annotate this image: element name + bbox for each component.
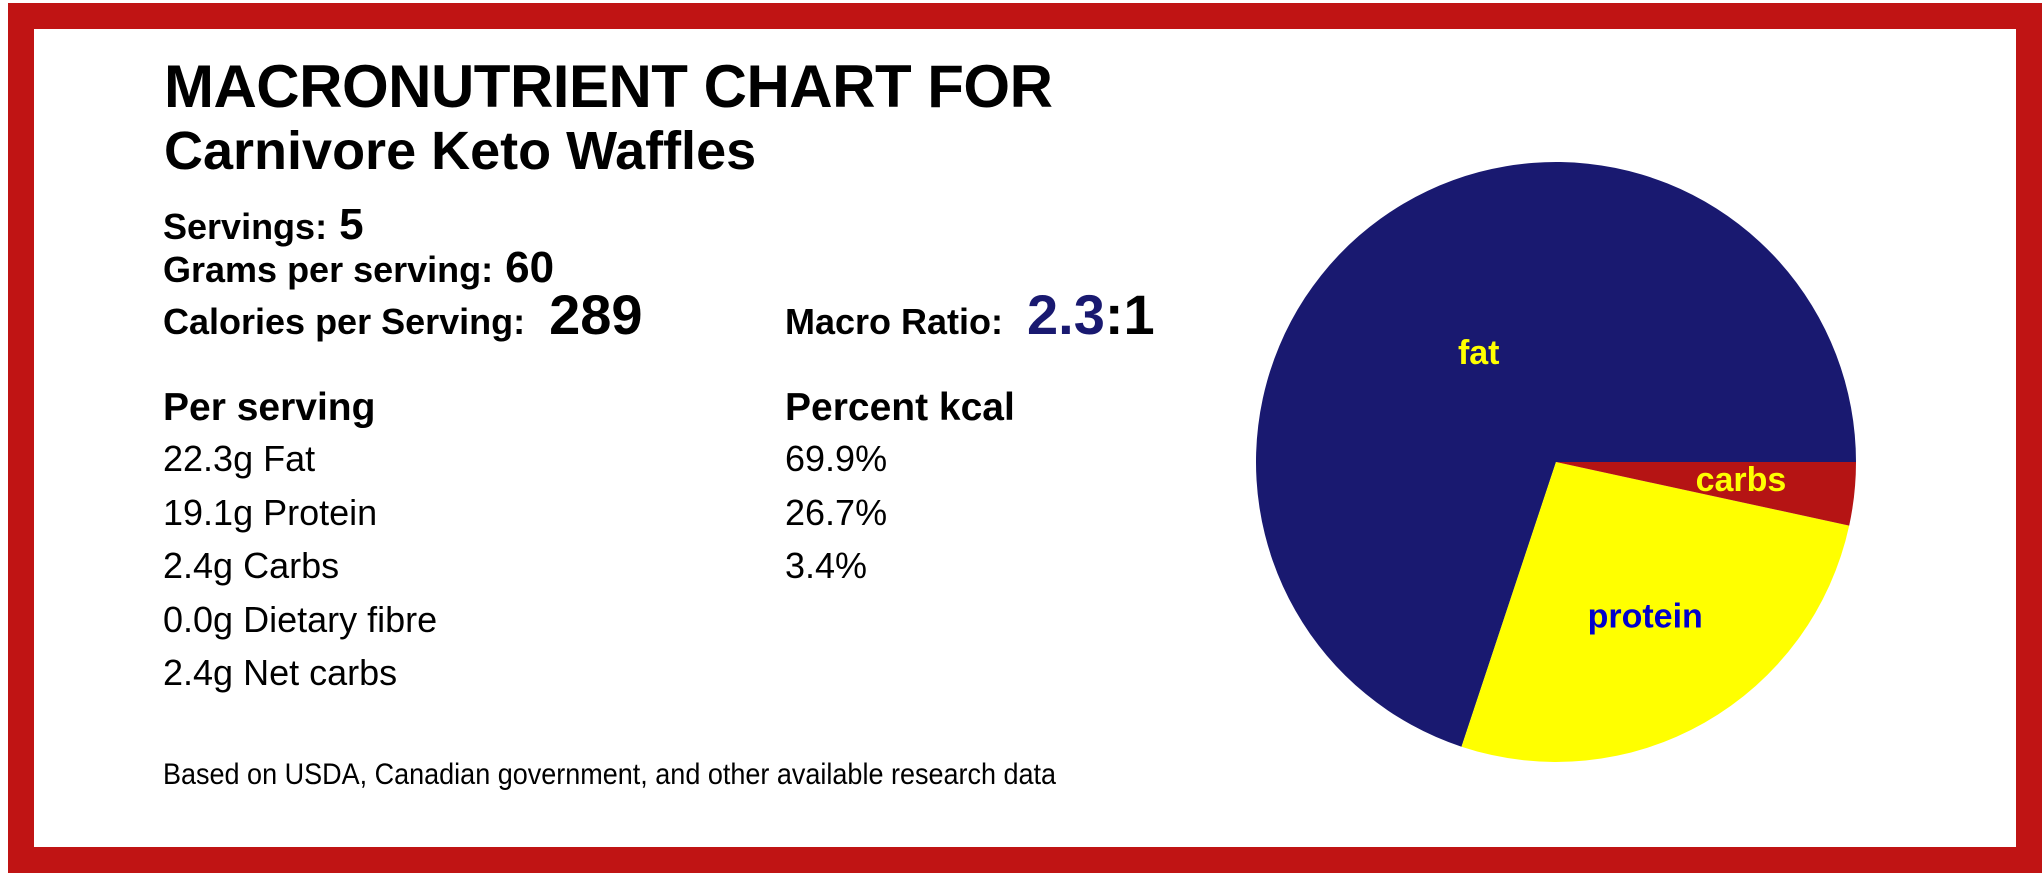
amount-fat: 22.3g Fat	[163, 438, 316, 479]
percent-carbs: 3.4%	[785, 545, 868, 586]
pie-label-carbs: carbs	[1696, 461, 1787, 499]
macro-ratio-suffix: :1	[1104, 283, 1155, 346]
servings-line: Servings: 5	[163, 203, 364, 247]
pie-chart: fat protein carbs	[1256, 162, 1856, 762]
pie-label-fat: fat	[1458, 334, 1500, 372]
macro-ratio-value: 2.3	[1027, 283, 1105, 346]
macro-ratio-label: Macro Ratio:	[785, 301, 1004, 342]
pie-slice-fat	[1256, 162, 1856, 747]
macro-pie-chart: fat protein carbs	[1246, 152, 1866, 772]
data-source-note: Based on USDA, Canadian government, and …	[163, 758, 1057, 791]
servings-value: 5	[339, 200, 364, 249]
per-serving-header: Per serving	[163, 386, 376, 429]
amount-net-carbs: 2.4g Net carbs	[163, 652, 398, 693]
pie-label-protein: protein	[1588, 597, 1703, 635]
recipe-name: Carnivore Keto Waffles	[164, 121, 757, 181]
amount-protein: 19.1g Protein	[163, 492, 378, 533]
pie-slice-carbs	[1556, 462, 1856, 526]
percent-kcal-header: Percent kcal	[785, 386, 1015, 429]
pie-slice-protein	[1461, 462, 1850, 762]
calories-value: 289	[549, 283, 643, 346]
amount-carbs: 2.4g Carbs	[163, 545, 340, 586]
page-title: MACRONUTRIENT CHART FOR	[164, 53, 1053, 120]
calories-per-serving-line: Calories per Serving: 289	[163, 287, 643, 343]
macro-ratio-line: Macro Ratio: 2.3:1	[785, 287, 1155, 343]
amount-dietary-fibre: 0.0g Dietary fibre	[163, 599, 438, 640]
percent-fat: 69.9%	[785, 438, 888, 479]
calories-label: Calories per Serving:	[163, 301, 526, 342]
grams-value: 60	[505, 243, 555, 292]
percent-protein: 26.7%	[785, 492, 888, 533]
grams-label: Grams per serving:	[163, 249, 494, 290]
grams-per-serving-line: Grams per serving: 60	[163, 246, 554, 290]
servings-label: Servings:	[163, 206, 328, 247]
